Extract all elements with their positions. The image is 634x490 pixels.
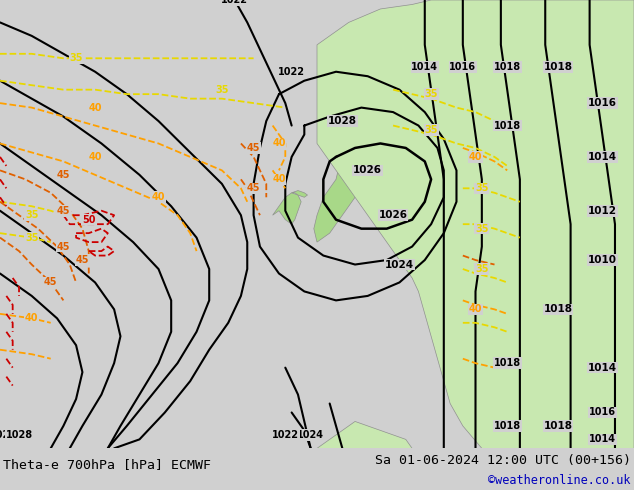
- Text: 1028: 1028: [6, 430, 32, 440]
- Text: 1010: 1010: [588, 255, 617, 265]
- Polygon shape: [314, 135, 365, 242]
- Text: 45: 45: [56, 170, 70, 180]
- Text: 45: 45: [75, 255, 89, 265]
- Text: 1018: 1018: [494, 358, 521, 368]
- Text: 1028: 1028: [328, 116, 357, 126]
- Text: 40: 40: [469, 304, 482, 315]
- Text: 1018: 1018: [494, 421, 521, 431]
- Text: 1016: 1016: [450, 62, 476, 72]
- Text: 1014: 1014: [588, 363, 617, 373]
- Text: 1014: 1014: [589, 434, 616, 444]
- Text: 1018: 1018: [494, 121, 521, 130]
- Text: 1026: 1026: [353, 165, 382, 175]
- Polygon shape: [317, 0, 634, 448]
- Text: 1014: 1014: [588, 152, 617, 162]
- Text: 1012: 1012: [588, 206, 617, 216]
- Text: 1028: 1028: [0, 430, 16, 440]
- Text: ©weatheronline.co.uk: ©weatheronline.co.uk: [488, 474, 631, 488]
- Text: 1014: 1014: [411, 62, 438, 72]
- Polygon shape: [349, 121, 361, 130]
- Text: 40: 40: [272, 139, 286, 148]
- Text: 45: 45: [247, 143, 261, 153]
- Text: 1016: 1016: [589, 408, 616, 417]
- Polygon shape: [317, 421, 412, 448]
- Text: 45: 45: [56, 242, 70, 251]
- Text: 1018: 1018: [543, 304, 573, 315]
- Text: Sa 01-06-2024 12:00 UTC (00+156): Sa 01-06-2024 12:00 UTC (00+156): [375, 454, 631, 466]
- Text: 40: 40: [88, 152, 102, 162]
- Text: 35: 35: [424, 125, 438, 135]
- Polygon shape: [292, 191, 307, 197]
- Text: 1022: 1022: [221, 0, 248, 5]
- Text: 35: 35: [475, 183, 489, 194]
- Text: 35: 35: [475, 223, 489, 234]
- Polygon shape: [273, 193, 301, 224]
- Text: 1022: 1022: [272, 430, 299, 440]
- Text: 1018: 1018: [543, 62, 573, 72]
- Text: 35: 35: [475, 264, 489, 274]
- Text: 1026: 1026: [378, 210, 408, 220]
- Text: 40: 40: [272, 174, 286, 184]
- Text: 1024: 1024: [297, 430, 324, 440]
- Text: 1022: 1022: [278, 67, 305, 77]
- Text: 35: 35: [25, 210, 39, 220]
- Text: 40: 40: [152, 192, 165, 202]
- Text: 45: 45: [247, 183, 261, 194]
- Text: 35: 35: [25, 233, 39, 243]
- Text: 1018: 1018: [543, 421, 573, 431]
- Text: 40: 40: [469, 152, 482, 162]
- Text: 35: 35: [69, 53, 83, 63]
- Text: 1016: 1016: [588, 98, 617, 108]
- Text: 35: 35: [424, 89, 438, 99]
- Text: 35: 35: [215, 85, 229, 95]
- Text: 40: 40: [88, 102, 102, 113]
- Text: 40: 40: [25, 313, 39, 323]
- Text: 45: 45: [44, 277, 58, 288]
- Text: 45: 45: [56, 206, 70, 216]
- Text: Theta-e 700hPa [hPa] ECMWF: Theta-e 700hPa [hPa] ECMWF: [3, 458, 211, 471]
- Text: 1024: 1024: [385, 260, 414, 270]
- Text: 50: 50: [82, 215, 96, 225]
- Text: 1018: 1018: [494, 62, 521, 72]
